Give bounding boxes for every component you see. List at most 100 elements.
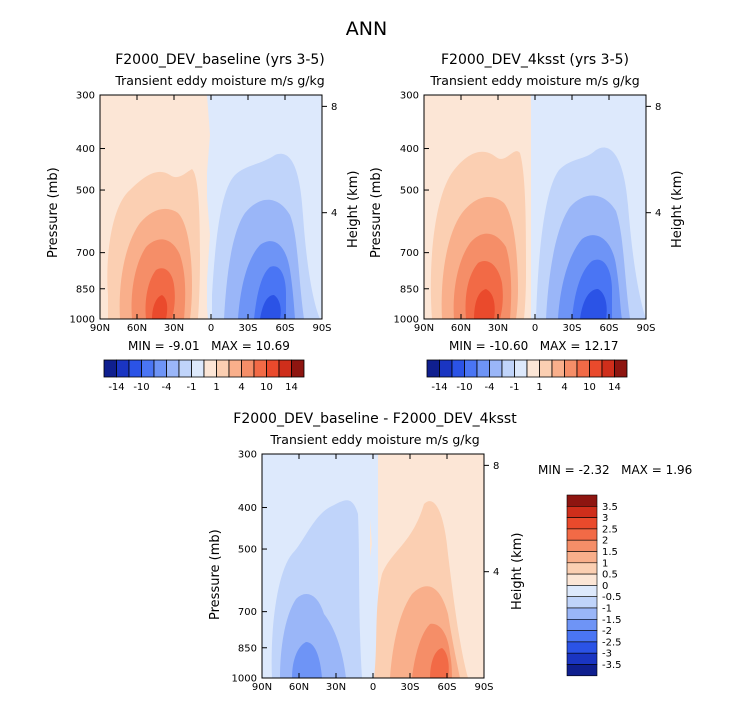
x-tick-label: 60N xyxy=(451,323,471,334)
x-tick-label: 30S xyxy=(400,682,419,693)
colorbar-swatch xyxy=(566,528,598,541)
colorbar-vertical: 3.532.521.510.50-0.5-1-1.5-2-2.5-3-3.5 xyxy=(566,494,622,677)
colorbar-swatch xyxy=(566,494,598,507)
colorbar-label: -0.5 xyxy=(602,592,622,603)
x-tick-label: 60N xyxy=(289,682,309,693)
panel-subtitle: Transient eddy moisture m/s g/kg xyxy=(115,73,325,88)
colorbar-label: 14 xyxy=(608,382,621,393)
colorbar-swatch xyxy=(566,539,598,552)
x-tick-label: 90N xyxy=(90,323,110,334)
colorbar-label: 1 xyxy=(536,382,542,393)
contour-4 xyxy=(145,268,175,319)
y-tick-label: 1000 xyxy=(394,315,419,326)
y-tick-label: 700 xyxy=(76,248,95,259)
x-tick-label: 60N xyxy=(127,323,147,334)
y-tick-label: 300 xyxy=(238,450,257,461)
colorbar: -14 -10 -4 -1 1 4 10 14 xyxy=(426,359,628,393)
x-tick-label: 60S xyxy=(275,323,294,334)
colorbar-label: 10 xyxy=(260,382,273,393)
x-tick-label: 0 xyxy=(532,323,538,334)
max-value: 12.17 xyxy=(584,339,619,353)
colorbar-label: -1 xyxy=(510,382,520,393)
contour-8 xyxy=(292,642,322,678)
y-tick-label: 500 xyxy=(238,545,257,556)
colorbar: -14 -10 -4 -1 1 4 10 14 xyxy=(103,359,305,393)
colorbar-swatch xyxy=(566,506,598,518)
x-tick-label: 90N xyxy=(252,682,272,693)
y-tick-label: 700 xyxy=(238,607,257,618)
y-tick-label: 400 xyxy=(76,144,95,155)
panel-subtitle: Transient eddy moisture m/s g/kg xyxy=(430,73,640,88)
min-value: -10.60 xyxy=(489,339,529,353)
colorbar-swatch xyxy=(566,630,598,643)
y-tick-label: 1000 xyxy=(232,674,257,685)
x-tick-label: 30N xyxy=(488,323,508,334)
colorbar-label: -2.5 xyxy=(602,637,622,648)
x-tick-label: 60S xyxy=(599,323,618,334)
min-max-readout: MIN = -2.32 MAX = 1.96 xyxy=(538,463,692,477)
colorbar-label: 4 xyxy=(561,382,567,393)
colorbar-label: -3 xyxy=(602,649,612,660)
y-tick-label: 850 xyxy=(238,643,257,654)
colorbar-label: 14 xyxy=(285,382,298,393)
panel-subtitle: Transient eddy moisture m/s g/kg xyxy=(270,432,480,447)
x-tick-label: 90S xyxy=(312,323,331,334)
x-tick-label: 30N xyxy=(326,682,346,693)
y-tick-label: 500 xyxy=(400,186,419,197)
y-tick-label: 400 xyxy=(400,144,419,155)
min-value: -2.32 xyxy=(578,463,610,477)
colorbar-label: -4 xyxy=(162,382,172,393)
height-tick-label: 8 xyxy=(493,461,499,472)
colorbar-swatch xyxy=(566,562,598,575)
min-max-readout: MIN = -9.01 MAX = 10.69 xyxy=(128,339,290,353)
figure-title: ANN xyxy=(345,18,388,40)
min-label: MIN = xyxy=(128,339,165,353)
colorbar-swatch xyxy=(566,585,598,598)
colorbar-swatch xyxy=(566,619,598,631)
colorbar-swatch xyxy=(566,607,598,620)
x-tick-label: 0 xyxy=(208,323,214,334)
y-tick-label: 1000 xyxy=(70,315,95,326)
colorbar-swatch xyxy=(614,359,628,378)
max-label: MAX = xyxy=(539,339,581,353)
colorbar-swatch xyxy=(566,664,598,677)
height-tick-label: 8 xyxy=(655,102,661,113)
colorbar-swatch xyxy=(291,359,305,378)
colorbar-swatch xyxy=(566,551,598,564)
min-label: MIN = xyxy=(538,463,575,477)
colorbar-swatch xyxy=(566,517,598,530)
colorbar-label: -1 xyxy=(187,382,197,393)
panel-title: F2000_DEV_4ksst (yrs 3-5) xyxy=(440,52,629,68)
x-tick-label: 0 xyxy=(370,682,376,693)
colorbar-label: 10 xyxy=(583,382,596,393)
colorbar-label: -14 xyxy=(108,382,124,393)
colorbar-label: -1.5 xyxy=(602,615,622,626)
x-tick-label: 90S xyxy=(474,682,493,693)
colorbar-label: -4 xyxy=(485,382,495,393)
x-tick-label: 90N xyxy=(414,323,434,334)
colorbar-swatch xyxy=(566,596,598,609)
x-tick-label: 30N xyxy=(164,323,184,334)
min-label: MIN = xyxy=(449,339,486,353)
y-tick-label: 500 xyxy=(76,186,95,197)
y-tick-label: 850 xyxy=(76,284,95,295)
colorbar-label: 3.5 xyxy=(602,502,618,513)
colorbar-label: -14 xyxy=(431,382,447,393)
contour-10 xyxy=(580,289,607,319)
height-tick-label: 4 xyxy=(655,208,661,219)
axes: 90N 60N 30N 0 30S 60S 90S 300 400 500 700 850 1000 8 4 xyxy=(232,450,500,694)
colorbar-label: -2 xyxy=(602,626,612,637)
colorbar-label: 1 xyxy=(213,382,219,393)
colorbar-label: -3.5 xyxy=(602,660,622,671)
y-tick-label: 300 xyxy=(76,91,95,102)
y-tick-label: 300 xyxy=(400,91,419,102)
height-tick-label: 8 xyxy=(331,102,337,113)
axes: 90N 60N 30N 0 30S 60S 90S 300 400 500 700 850 1000 8 4 xyxy=(70,91,338,335)
colorbar-label: 1 xyxy=(602,558,608,569)
min-value: -9.01 xyxy=(168,339,200,353)
contour-10 xyxy=(260,295,281,319)
x-tick-label: 90S xyxy=(636,323,655,334)
